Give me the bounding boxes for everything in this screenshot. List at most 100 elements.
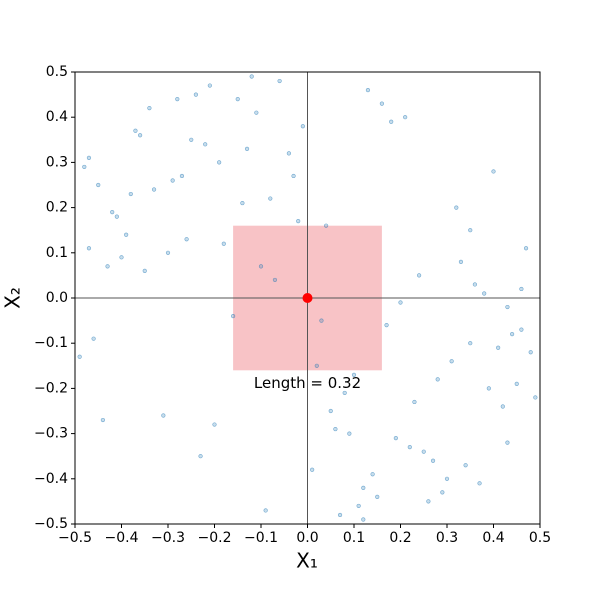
point	[528, 350, 533, 355]
point	[417, 273, 422, 278]
point	[319, 318, 324, 323]
point	[175, 97, 180, 102]
point	[505, 304, 510, 310]
x-tick-label: 0.5	[529, 530, 551, 546]
point	[291, 173, 296, 179]
point	[263, 508, 268, 513]
point	[519, 327, 524, 332]
point	[477, 481, 482, 486]
point	[440, 490, 445, 495]
y-tick-label: 0.3	[46, 154, 68, 170]
point	[361, 485, 366, 490]
point	[310, 467, 315, 472]
point	[519, 286, 524, 292]
point	[235, 97, 240, 102]
point	[133, 128, 138, 133]
y-tick-label: 0.0	[46, 290, 68, 306]
point	[449, 359, 454, 364]
x-tick-label: 0.4	[482, 530, 504, 546]
point	[393, 436, 398, 441]
y-tick-label: 0.1	[46, 245, 68, 261]
point	[244, 146, 250, 151]
point	[114, 214, 119, 219]
point	[533, 395, 538, 400]
point	[296, 219, 301, 224]
point	[347, 431, 352, 436]
point	[184, 237, 189, 242]
point	[491, 169, 496, 174]
point	[472, 282, 478, 287]
point	[165, 250, 171, 255]
point	[96, 182, 101, 188]
point	[231, 313, 236, 319]
point	[147, 106, 152, 111]
point	[324, 223, 329, 228]
x-tick-label: −0.2	[198, 530, 232, 546]
x-tick-label: 0.3	[436, 530, 458, 546]
point	[361, 517, 366, 522]
point	[342, 390, 347, 396]
x-axis-label: X₁	[296, 549, 318, 573]
point	[254, 110, 259, 115]
point	[86, 246, 92, 251]
point	[496, 345, 501, 350]
point	[454, 205, 459, 210]
point	[500, 404, 505, 409]
point	[468, 341, 473, 346]
point	[482, 291, 487, 296]
point	[212, 422, 217, 427]
point	[384, 323, 389, 328]
point	[124, 232, 129, 237]
point	[523, 246, 529, 251]
point	[444, 476, 450, 481]
point	[77, 354, 82, 359]
point	[486, 386, 491, 391]
point	[138, 133, 143, 138]
point	[328, 408, 333, 414]
point	[161, 413, 166, 418]
annotation: Length = 0.32	[254, 374, 361, 392]
point	[463, 463, 468, 468]
point	[268, 196, 273, 201]
point	[277, 78, 282, 84]
y-axis-label: X₂	[1, 287, 25, 309]
point	[207, 83, 212, 88]
x-tick-label: −0.1	[244, 530, 278, 546]
point	[91, 336, 96, 341]
point	[421, 449, 426, 454]
point	[110, 210, 115, 215]
point	[249, 74, 254, 79]
point	[403, 115, 408, 120]
point	[128, 191, 133, 197]
point	[337, 512, 343, 518]
point	[505, 440, 510, 445]
point	[509, 332, 515, 337]
point	[351, 372, 357, 377]
y-tick-label: −0.1	[34, 335, 68, 351]
point	[82, 164, 87, 170]
point	[365, 87, 371, 93]
point	[119, 255, 124, 260]
x-tick-label: 0.2	[389, 530, 411, 546]
point	[426, 499, 431, 504]
point	[379, 101, 385, 106]
point	[430, 458, 436, 463]
point	[189, 137, 194, 142]
point	[258, 264, 264, 269]
y-tick-label: −0.2	[34, 380, 68, 396]
point	[356, 503, 361, 509]
point	[300, 124, 305, 129]
point	[170, 178, 175, 183]
point	[240, 200, 245, 206]
y-tick-label: 0.5	[46, 64, 68, 80]
point	[398, 300, 403, 305]
point	[333, 426, 338, 432]
y-tick-label: −0.4	[34, 471, 68, 487]
center-point	[302, 293, 313, 303]
y-tick-label: 0.2	[46, 200, 68, 216]
point	[221, 241, 226, 246]
point	[272, 277, 278, 283]
point	[100, 417, 105, 423]
point	[314, 363, 319, 368]
